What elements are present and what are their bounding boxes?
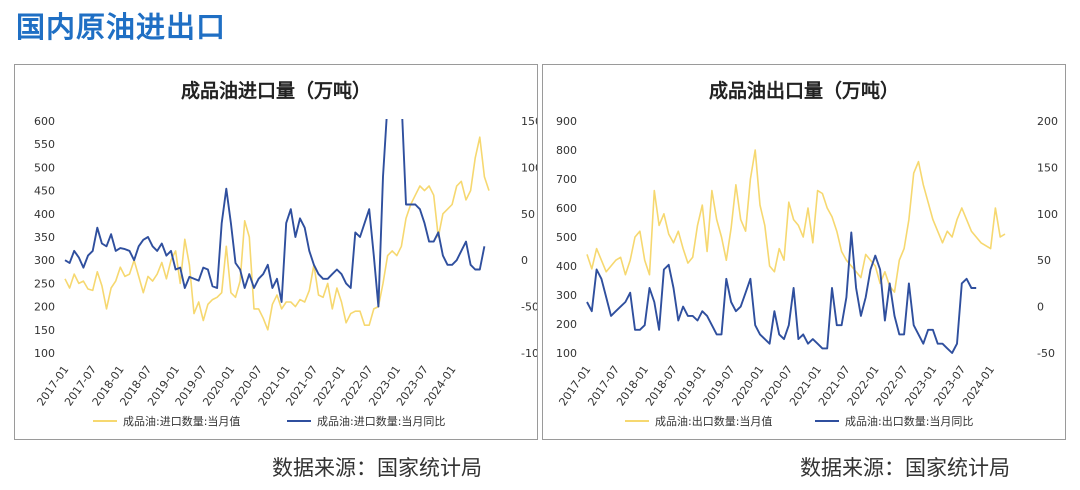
y-left-tick-label: 550: [34, 138, 55, 151]
legend-label: 成品油:进口数量:当月同比: [317, 414, 445, 428]
y-left-tick-label: 150: [34, 324, 55, 337]
import-chart-panel: 成品油进口量（万吨） 600 550 500 450 400 350 300 250 200 150…: [14, 64, 538, 440]
import-chart: 成品油进口量（万吨）600550500450400350300250200150…: [34, 79, 537, 428]
y-right-tick-label: -50: [1037, 347, 1055, 360]
chart-title: 成品油出口量（万吨）: [709, 79, 899, 102]
y-left-tick-label: 200: [556, 318, 577, 331]
y-left-tick-label: 100: [34, 347, 55, 360]
y-left-tick-label: 600: [556, 202, 577, 215]
legend-label: 成品油:出口数量:当月同比: [845, 414, 973, 428]
y-left-tick-label: 500: [34, 161, 55, 174]
y-right-tick-label: 150: [1037, 161, 1058, 174]
y-right-tick-label: 0: [521, 254, 528, 267]
export-chart-panel: 成品油出口量（万吨） 900 800 700 600 500 400 300 200 100 200…: [542, 64, 1066, 440]
export-chart: 成品油出口量（万吨）900800700600500400300200100200…: [556, 79, 1058, 428]
y-right-tick-label: 50: [521, 208, 535, 221]
y-left-tick-label: 100: [556, 347, 577, 360]
y-left-tick-label: 450: [34, 185, 55, 198]
y-left-tick-label: 500: [556, 231, 577, 244]
y-left-tick-label: 700: [556, 173, 577, 186]
y-left-tick-label: 600: [34, 115, 55, 128]
y-left-tick-label: 300: [556, 289, 577, 302]
y-left-tick-label: 300: [34, 254, 55, 267]
legend-label: 成品油:出口数量:当月值: [655, 414, 772, 428]
series-line-yoy: [64, 119, 486, 308]
series-line-yoy: [586, 231, 977, 354]
series-line-monthly-value: [64, 136, 490, 331]
import-source-note: 数据来源：国家统计局: [272, 456, 482, 480]
y-right-tick-label: -100: [521, 347, 537, 360]
y-right-tick-label: 150: [521, 115, 537, 128]
y-right-tick-label: 100: [1037, 208, 1058, 221]
y-right-tick-label: -50: [521, 301, 537, 314]
y-left-tick-label: 400: [556, 260, 577, 273]
y-right-tick-label: 50: [1037, 254, 1051, 267]
y-right-tick-label: 0: [1037, 301, 1044, 314]
legend-label: 成品油:进口数量:当月值: [123, 414, 240, 428]
y-left-tick-label: 900: [556, 115, 577, 128]
y-right-tick-label: 200: [1037, 115, 1058, 128]
y-left-tick-label: 400: [34, 208, 55, 221]
y-left-tick-label: 800: [556, 144, 577, 157]
export-source-note: 数据来源：国家统计局: [800, 456, 1010, 480]
y-left-tick-label: 350: [34, 231, 55, 244]
chart-title: 成品油进口量（万吨）: [181, 79, 371, 102]
y-left-tick-label: 200: [34, 301, 55, 314]
series-line-monthly-value: [586, 149, 1006, 293]
y-right-tick-label: 100: [521, 161, 537, 174]
y-left-tick-label: 250: [34, 277, 55, 290]
page-title: 国内原油进出口: [16, 10, 227, 44]
